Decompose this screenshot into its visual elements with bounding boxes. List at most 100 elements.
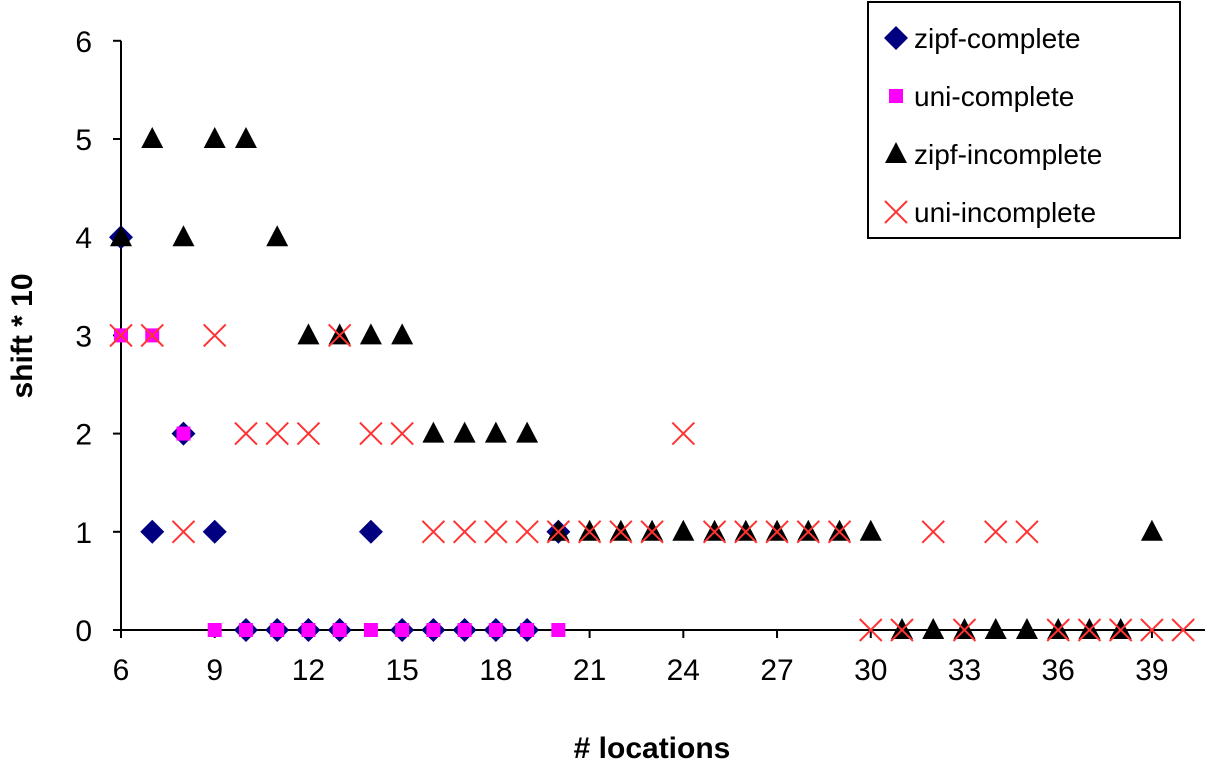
y-tick-label: 0 [75,615,92,648]
uni-complete-point [332,623,347,637]
uni-incomplete-point [984,520,1008,544]
legend-x-marker [884,200,908,224]
zipf-incomplete-point [828,519,851,541]
uni-complete-point [395,623,410,637]
legend-label: uni-complete [914,81,1074,112]
uni-incomplete-point [265,421,289,446]
legend-label: zipf-incomplete [914,139,1102,170]
x-tick-label: 30 [854,654,887,687]
uni-complete-point [457,623,472,637]
y-tick-label: 4 [75,222,92,255]
uni-incomplete-point [952,618,977,642]
zipf-incomplete-point [453,421,476,443]
x-axis-title: # locations [574,732,731,765]
uni-incomplete-point [359,421,383,446]
zipf-incomplete-point [953,618,976,639]
x-tick-label: 21 [573,654,606,687]
zipf-incomplete-point [328,323,351,345]
zipf-incomplete-point [1015,618,1038,639]
legend-entry: uni-incomplete [884,197,1096,228]
uni-incomplete-point [484,520,508,544]
zipf-incomplete-point [297,323,320,345]
series-uni-incomplete [109,323,1195,642]
uni-incomplete-point [546,520,571,544]
zipf-incomplete-point [984,618,1007,639]
legend-entry: zipf-complete [884,23,1081,54]
uni-complete-point [488,623,503,637]
uni-incomplete-point [671,421,696,446]
uni-incomplete-point [1171,618,1195,642]
zipf-incomplete-point [1109,618,1132,639]
x-tick-labels: 6 9 12 15 18 21 24 27 30 33 36 39 [113,654,1169,687]
uni-complete-point [176,426,191,441]
zipf-incomplete-point [547,519,570,541]
uni-incomplete-point [140,323,164,348]
legend-diamond-marker [884,26,908,50]
zipf-incomplete-point [516,421,539,443]
zipf-incomplete-point [1047,618,1070,639]
series-zipf-incomplete [110,127,1163,639]
uni-incomplete-point [609,520,633,544]
legend-entry: zipf-incomplete [885,139,1102,170]
zipf-incomplete-point [422,421,445,443]
uni-incomplete-point [1140,618,1164,642]
uni-incomplete-point [640,520,664,544]
zipf-incomplete-point [578,519,601,541]
zipf-incomplete-point [1140,519,1163,541]
uni-complete-point [426,623,441,637]
zipf-incomplete-point [484,421,507,443]
zipf-incomplete-point [672,519,695,541]
zipf-incomplete-point [859,519,882,541]
legend-square-marker [889,89,903,103]
uni-incomplete-point [327,323,352,348]
x-tick-label: 36 [1042,654,1075,687]
uni-incomplete-point [1015,520,1039,544]
uni-complete-point [520,623,535,637]
uni-incomplete-point [109,323,133,348]
legend-triangle-marker [885,142,907,163]
zipf-incomplete-point [734,519,757,541]
x-tick-label: 6 [113,654,130,687]
uni-incomplete-point [859,618,883,642]
zipf-incomplete-point [172,225,195,247]
uni-incomplete-point [577,520,602,544]
legend-box [867,1,1181,239]
legend-label: zipf-complete [914,23,1081,54]
uni-incomplete-point [421,520,446,544]
data-points [109,127,1195,642]
zipf-incomplete-point [266,225,289,247]
uni-incomplete-point [765,520,789,544]
y-tick-label: 3 [75,320,92,353]
uni-incomplete-point [203,323,227,348]
zipf-incomplete-point [391,323,414,345]
uni-complete-point [270,623,285,637]
uni-complete-point [551,623,566,637]
zipf-incomplete-point [110,225,132,247]
uni-complete-point [207,623,222,637]
uni-incomplete-point [796,520,820,544]
zipf-incomplete-point [141,127,164,148]
x-tick-label: 12 [292,654,325,687]
y-tick-labels: 0 1 2 3 4 5 6 [75,26,92,648]
x-tick-label: 18 [479,654,512,687]
zipf-incomplete-point [703,519,726,541]
x-tick-label: 24 [667,654,700,687]
x-tick-label: 33 [948,654,981,687]
x-tick-label: 27 [760,654,793,687]
zipf-incomplete-point [797,519,820,541]
uni-incomplete-point [1046,618,1070,642]
uni-incomplete-point [452,520,477,544]
uni-incomplete-point [234,421,258,446]
zipf-incomplete-point [359,323,382,345]
zipf-incomplete-point [766,519,789,541]
uni-complete-point [301,623,316,637]
zipf-incomplete-point [609,519,632,541]
x-tick-label: 39 [1135,654,1168,687]
uni-incomplete-point [171,520,196,544]
x-tick-label: 15 [385,654,418,687]
y-tick-label: 6 [75,26,92,59]
zipf-complete-point [140,519,165,544]
uni-incomplete-point [734,520,758,544]
uni-complete-point [238,623,253,637]
